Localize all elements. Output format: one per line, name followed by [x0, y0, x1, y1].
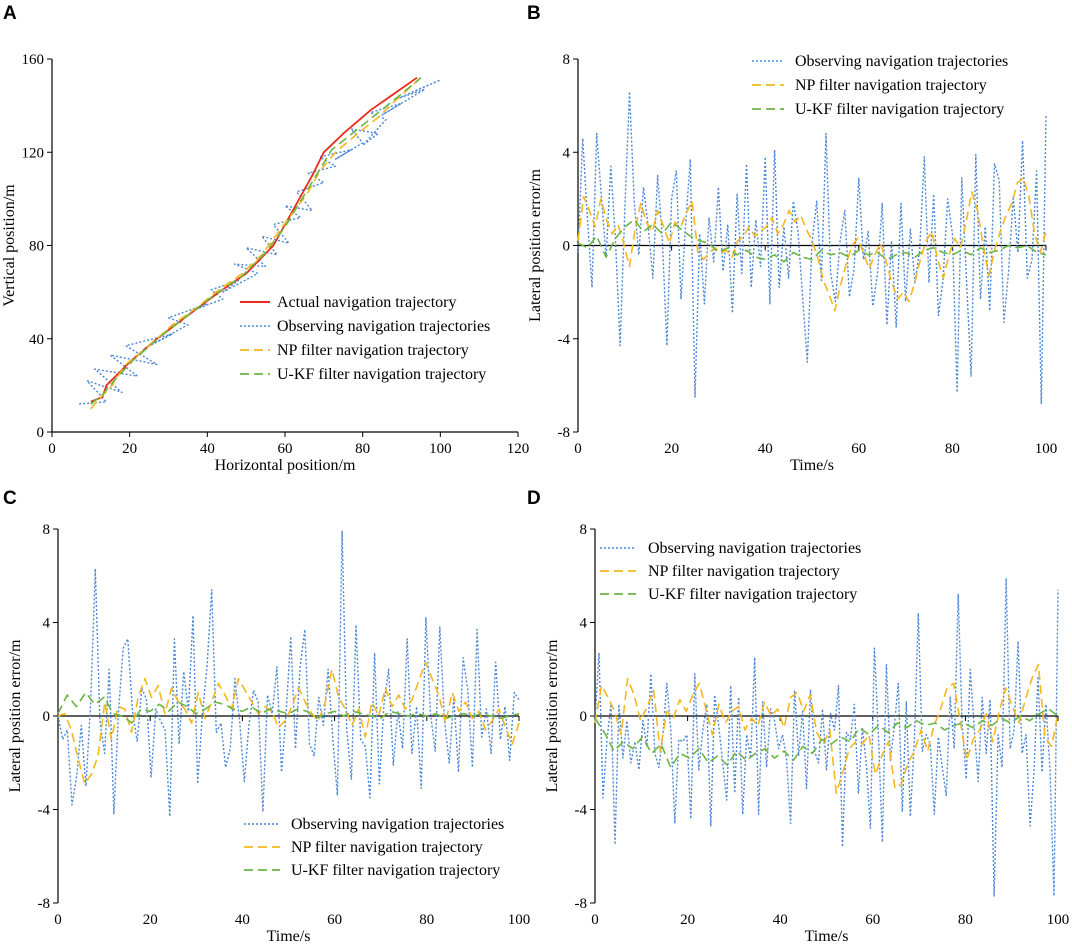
- legend-label: Observing navigation trajectories: [277, 318, 490, 335]
- x-axis-label: Horizontal position/m: [215, 457, 356, 474]
- legend-label: Actual navigation trajectory: [277, 294, 456, 311]
- y-tick-label: 160: [22, 52, 45, 68]
- x-tick-label: 20: [664, 441, 679, 457]
- panel-letter: D: [527, 488, 541, 509]
- y-tick-label: 0: [563, 239, 571, 255]
- legend-label: U-KF filter navigation trajectory: [277, 366, 486, 383]
- panel-letter: B: [527, 3, 541, 24]
- legend-label: U-KF filter navigation trajectory: [795, 101, 1004, 118]
- y-tick-label: 8: [580, 522, 588, 538]
- x-tick-label: 0: [54, 912, 62, 928]
- series-line-observing-navigation-trajectories: [57, 530, 520, 818]
- x-tick-label: 0: [574, 441, 582, 457]
- x-tick-label: 20: [122, 441, 137, 457]
- y-tick-label: -4: [575, 803, 588, 819]
- legend: Observing navigation trajectories NP filt…: [752, 53, 1008, 118]
- x-tick-label: 40: [200, 441, 215, 457]
- x-tick-label: 60: [327, 912, 342, 928]
- y-tick-label: -8: [38, 896, 51, 912]
- y-tick-label: -8: [558, 425, 571, 441]
- x-tick-label: 100: [1035, 441, 1058, 457]
- panel-d: D 0 20 40 60 80 100 -8 -4 0 4 8 Time/s Lateral positi…: [527, 488, 1069, 945]
- series-line-actual-navigation-trajectory: [90, 76, 418, 403]
- x-tick-label: 0: [591, 912, 599, 928]
- x-axis-label: Time/s: [790, 457, 834, 474]
- y-tick-label: 0: [43, 709, 51, 725]
- x-tick-label: 40: [773, 912, 788, 928]
- legend-label: U-KF filter navigation trajectory: [291, 862, 500, 879]
- x-tick-label: 60: [278, 441, 293, 457]
- series-line-np-filter-navigation-trajectory: [57, 661, 520, 785]
- legend-label: NP filter navigation trajectory: [795, 77, 987, 94]
- y-axis-label: Lateral position error/m: [544, 639, 561, 792]
- panel-letter: A: [3, 3, 17, 24]
- x-axis-label: Time/s: [267, 928, 311, 945]
- series-line-u-kf-filter-navigation-trajectory: [577, 219, 1047, 263]
- y-tick-label: 0: [37, 425, 45, 441]
- x-tick-label: 60: [865, 912, 880, 928]
- y-tick-label: 40: [29, 332, 44, 348]
- panel-letter: C: [3, 488, 17, 509]
- x-tick-label: 80: [945, 441, 960, 457]
- legend-label: Observing navigation trajectories: [291, 816, 504, 833]
- y-tick-label: 0: [580, 709, 588, 725]
- legend-label: Observing navigation trajectories: [795, 53, 1008, 70]
- x-tick-label: 100: [429, 441, 452, 457]
- series-line-u-kf-filter-navigation-trajectory: [90, 77, 422, 405]
- x-axis-label: Time/s: [805, 928, 849, 945]
- y-tick-label: 80: [29, 239, 44, 255]
- legend: Actual navigation trajectory Observing na…: [240, 294, 490, 383]
- y-tick-label: 4: [43, 616, 51, 632]
- x-tick-label: 20: [143, 912, 158, 928]
- y-tick-label: 8: [43, 522, 51, 538]
- x-tick-label: 80: [419, 912, 434, 928]
- y-tick-label: -4: [558, 332, 571, 348]
- y-tick-label: 8: [563, 52, 571, 68]
- panel-b: B 0 20 40 60 80 100 -8 -4 0 4 8 Time/s Lateral positi…: [527, 3, 1057, 474]
- y-tick-label: -8: [575, 896, 588, 912]
- y-axis-label: Lateral position error/m: [7, 639, 24, 792]
- y-tick-label: 4: [580, 616, 588, 632]
- panel-c: C 0 20 40 60 80 100 -8 -4 0 4 8 Time/s Lateral positi…: [3, 488, 530, 945]
- x-tick-label: 40: [758, 441, 773, 457]
- x-tick-label: 100: [508, 912, 531, 928]
- x-tick-label: 100: [1047, 912, 1070, 928]
- x-tick-label: 80: [958, 912, 973, 928]
- x-tick-label: 0: [48, 441, 56, 457]
- series-line-observing-navigation-trajectories: [577, 90, 1047, 405]
- legend-label: U-KF filter navigation trajectory: [648, 586, 857, 603]
- legend: Observing navigation trajectories NP filt…: [244, 816, 504, 879]
- series-line-np-filter-navigation-trajectory: [90, 77, 422, 410]
- series-line-np-filter-navigation-trajectory: [594, 663, 1059, 794]
- y-tick-label: -4: [38, 803, 51, 819]
- x-tick-label: 20: [680, 912, 695, 928]
- series-line-u-kf-filter-navigation-trajectory: [594, 708, 1059, 769]
- y-axis-label: Vertical position/m: [1, 184, 18, 307]
- x-tick-label: 60: [851, 441, 866, 457]
- y-axis-label: Lateral position error/m: [527, 169, 544, 322]
- series-line-np-filter-navigation-trajectory: [577, 177, 1047, 312]
- legend-label: NP filter navigation trajectory: [648, 563, 840, 580]
- x-tick-label: 80: [355, 441, 370, 457]
- legend-label: NP filter navigation trajectory: [277, 342, 469, 359]
- panel-a: A 0 20 40 60 80 100 120 0 40 80 120 160 Horizontal po…: [1, 3, 529, 474]
- y-tick-label: 120: [22, 145, 45, 161]
- legend-label: NP filter navigation trajectory: [291, 839, 483, 856]
- y-tick-label: 4: [563, 145, 571, 161]
- x-tick-label: 120: [507, 441, 530, 457]
- legend-label: Observing navigation trajectories: [648, 540, 861, 557]
- x-tick-label: 40: [235, 912, 250, 928]
- legend: Observing navigation trajectories NP filt…: [600, 540, 861, 603]
